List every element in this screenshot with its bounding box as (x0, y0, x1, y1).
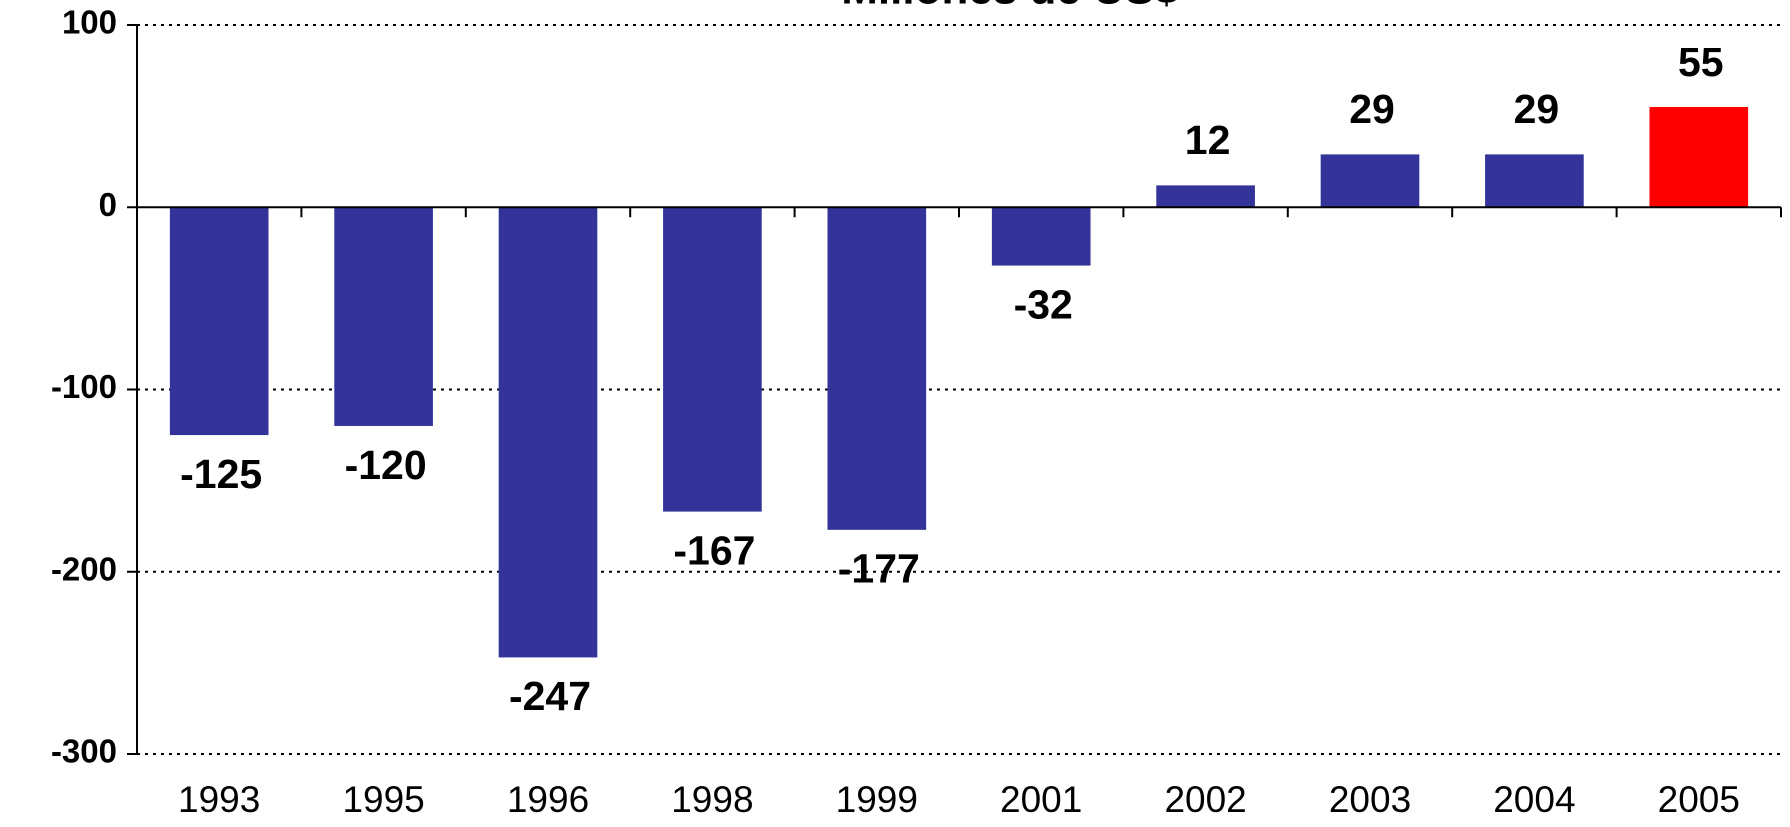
bar (827, 207, 927, 530)
x-tick-label: 1998 (671, 779, 753, 820)
value-label: -167 (673, 527, 755, 573)
y-tick-label: -200 (51, 550, 117, 587)
x-tick-label: 1993 (178, 779, 260, 820)
x-tick-label: 2004 (1493, 779, 1575, 820)
y-tick-label: 100 (62, 4, 117, 41)
bar (1485, 154, 1584, 208)
value-label: 29 (1514, 86, 1560, 132)
x-tick-label: 2001 (1000, 779, 1082, 820)
value-label: -32 (1014, 281, 1073, 327)
bar (663, 207, 762, 512)
bar (334, 207, 433, 426)
chart-title: Millones de US$ (841, 0, 1178, 14)
bar (991, 207, 1091, 266)
bar (169, 207, 269, 436)
y-tick-label: 0 (99, 186, 117, 223)
value-label: -177 (838, 546, 920, 592)
bar (1649, 107, 1749, 208)
x-tick-label: 1996 (507, 779, 589, 820)
bar (498, 207, 598, 658)
x-tick-label: 1995 (342, 779, 424, 820)
value-label: 29 (1349, 86, 1395, 132)
x-tick-label: 2003 (1329, 779, 1411, 820)
value-label: 12 (1185, 117, 1231, 163)
value-label: -120 (345, 442, 427, 488)
x-tick-label: 2002 (1164, 779, 1246, 820)
value-label: -247 (509, 673, 591, 719)
value-label: 55 (1678, 39, 1724, 85)
x-tick-label: 2005 (1658, 779, 1740, 820)
y-tick-label: -300 (51, 733, 117, 770)
bar (1156, 185, 1255, 208)
value-label: -125 (180, 451, 262, 497)
x-tick-label: 1999 (836, 779, 918, 820)
y-tick-label: -100 (51, 368, 117, 405)
bar (1320, 154, 1420, 208)
